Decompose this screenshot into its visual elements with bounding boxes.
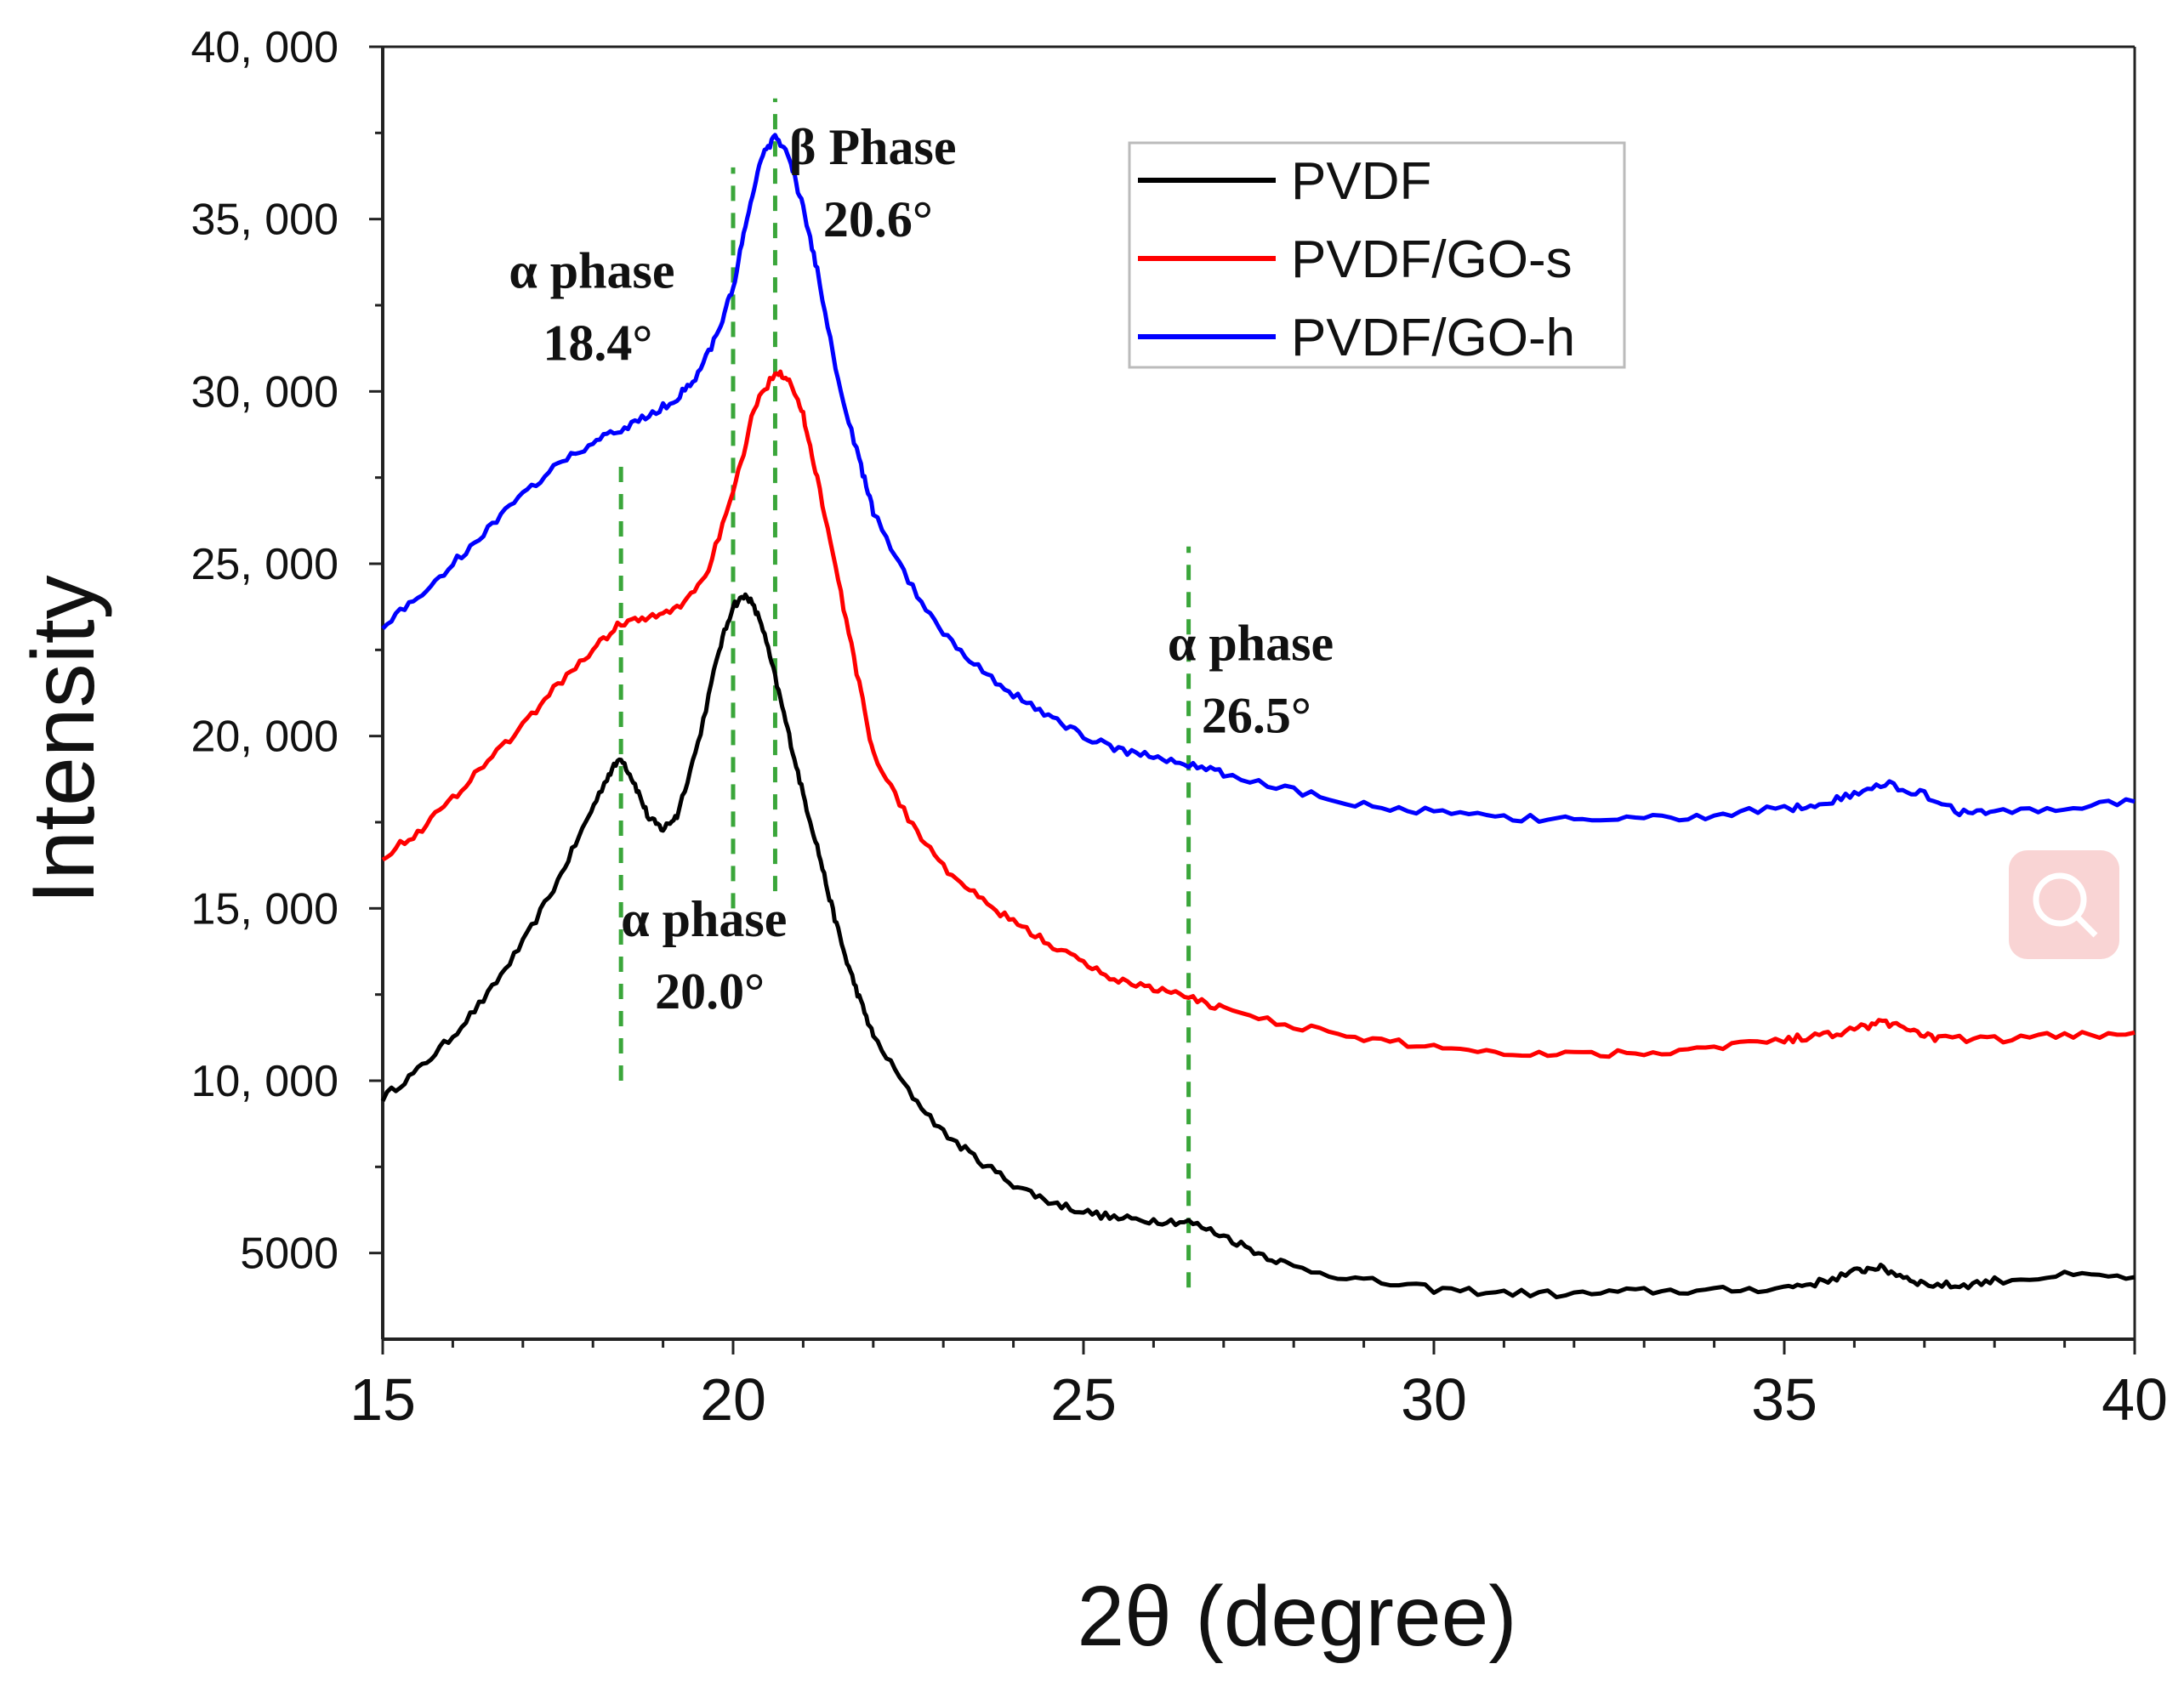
y-tick-label: 5000 <box>240 1229 338 1279</box>
annotation-label: α phase <box>1168 615 1334 671</box>
annotation-lines <box>618 98 1192 1288</box>
x-tick-label: 15 <box>350 1366 416 1433</box>
legend-label: PVDF/GO-s <box>1291 230 1573 289</box>
y-tick-label: 20, 000 <box>191 713 339 762</box>
x-tick-label: 25 <box>1050 1366 1117 1433</box>
annotation-label: α phase <box>621 891 787 947</box>
y-axis-title: Intensity <box>14 575 113 904</box>
series-line-pvdf-go-h <box>381 133 2136 824</box>
x-tick-label: 20 <box>700 1366 766 1433</box>
y-tick-label: 15, 000 <box>191 884 339 934</box>
y-tick-label: 35, 000 <box>191 196 339 245</box>
y-ticks: 5000 10, 000 15, 000 20, 000 25, 000 30, 000 3… <box>191 23 383 1279</box>
y-tick-label: 10, 000 <box>191 1057 339 1106</box>
annotation-label: β Phase <box>789 119 957 175</box>
annotation-labels: α phase 18.4° α phase 20.0° β Phase 20.6° α ph… <box>509 119 1334 1019</box>
annotation-label: 26.5° <box>1202 687 1311 743</box>
series-lines <box>380 133 2136 1300</box>
annotation-label: 20.6° <box>823 191 933 247</box>
magnify-overlay[interactable] <box>2009 850 2119 959</box>
annotation-label: 18.4° <box>543 315 652 372</box>
y-tick-label: 25, 000 <box>191 540 339 589</box>
magnify-overlay-bg <box>2009 850 2119 959</box>
x-axis-title: 2θ (degree) <box>1078 1569 1517 1664</box>
x-tick-label: 35 <box>1751 1366 1817 1433</box>
x-tick-label: 40 <box>2102 1366 2168 1433</box>
annotation-label: α phase <box>509 243 674 299</box>
x-tick-label: 30 <box>1401 1366 1467 1433</box>
magnify-icon <box>2033 872 2098 938</box>
annotation-label: 20.0° <box>655 963 765 1019</box>
series-line-pvdf <box>380 592 2136 1300</box>
x-ticks: 15 20 25 30 35 40 <box>350 1339 2168 1433</box>
series-line-pvdf-go-s <box>381 369 2136 1059</box>
legend-label: PVDF <box>1291 152 1431 211</box>
legend-label: PVDF/GO-h <box>1291 309 1575 367</box>
y-tick-label: 40, 000 <box>191 23 339 72</box>
y-tick-label: 30, 000 <box>191 367 339 417</box>
legend: PVDF PVDF/GO-s PVDF/GO-h <box>1128 141 1626 369</box>
